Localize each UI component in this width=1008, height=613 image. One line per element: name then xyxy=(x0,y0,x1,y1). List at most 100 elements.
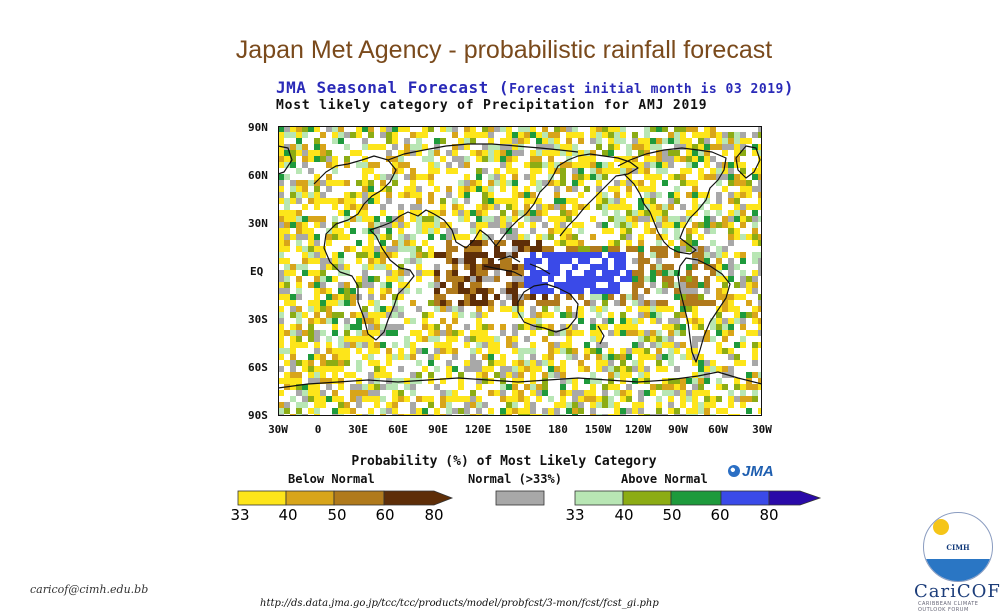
probability-cell xyxy=(572,378,578,384)
probability-cell xyxy=(710,174,716,180)
probability-cell xyxy=(608,144,614,150)
probability-cell xyxy=(650,342,656,348)
probability-cell xyxy=(476,156,482,162)
probability-cell xyxy=(626,156,632,162)
probability-cell xyxy=(518,366,524,372)
probability-cell xyxy=(518,312,524,318)
probability-cell xyxy=(494,222,500,228)
probability-cell xyxy=(284,300,290,306)
probability-cell xyxy=(698,384,704,390)
probability-cell xyxy=(536,132,542,138)
probability-cell xyxy=(476,288,482,294)
probability-cell xyxy=(416,348,422,354)
lon-label: 60E xyxy=(388,423,408,436)
probability-cell xyxy=(506,252,512,258)
probability-cell xyxy=(674,330,680,336)
probability-cell xyxy=(332,330,338,336)
probability-cell xyxy=(704,222,710,228)
probability-cell xyxy=(584,186,590,192)
probability-cell xyxy=(374,216,380,222)
probability-cell xyxy=(404,396,410,402)
probability-cell xyxy=(458,216,464,222)
probability-cell xyxy=(404,174,410,180)
probability-cell xyxy=(296,282,302,288)
probability-cell xyxy=(578,330,584,336)
probability-cell xyxy=(548,132,554,138)
probability-cell xyxy=(506,198,512,204)
probability-cell xyxy=(698,132,704,138)
probability-cell xyxy=(458,276,464,282)
probability-cell xyxy=(314,342,320,348)
probability-cell xyxy=(758,144,762,150)
probability-cell xyxy=(368,216,374,222)
probability-cell xyxy=(476,360,482,366)
probability-cell xyxy=(278,288,284,294)
probability-cell xyxy=(386,246,392,252)
probability-cell xyxy=(374,258,380,264)
probability-cell xyxy=(398,348,404,354)
probability-cell xyxy=(476,372,482,378)
probability-cell xyxy=(548,300,554,306)
probability-cell xyxy=(644,216,650,222)
probability-cell xyxy=(356,276,362,282)
probability-cell xyxy=(356,396,362,402)
probability-cell xyxy=(752,348,758,354)
probability-cell xyxy=(554,330,560,336)
probability-cell xyxy=(494,372,500,378)
probability-cell xyxy=(284,330,290,336)
probability-cell xyxy=(608,126,614,132)
probability-cell xyxy=(650,198,656,204)
probability-cell xyxy=(722,408,728,414)
probability-cell xyxy=(752,306,758,312)
probability-cell xyxy=(716,330,722,336)
probability-cell xyxy=(698,174,704,180)
probability-cell xyxy=(566,306,572,312)
probability-cell xyxy=(500,162,506,168)
probability-cell xyxy=(386,354,392,360)
probability-cell xyxy=(518,282,524,288)
probability-cell xyxy=(644,126,650,132)
probability-cell xyxy=(320,132,326,138)
probability-cell xyxy=(476,132,482,138)
probability-cell xyxy=(344,144,350,150)
probability-cell xyxy=(662,126,668,132)
probability-cell xyxy=(542,144,548,150)
probability-cell xyxy=(512,402,518,408)
probability-cell xyxy=(476,396,482,402)
probability-cell xyxy=(446,270,452,276)
probability-cell xyxy=(422,132,428,138)
probability-cell xyxy=(404,234,410,240)
probability-cell xyxy=(686,162,692,168)
probability-cell xyxy=(632,162,638,168)
probability-cell xyxy=(542,138,548,144)
probability-cell xyxy=(530,192,536,198)
probability-cell xyxy=(440,306,446,312)
probability-cell xyxy=(650,228,656,234)
probability-cell xyxy=(536,246,542,252)
probability-cell xyxy=(662,354,668,360)
probability-cell xyxy=(482,294,488,300)
probability-cell xyxy=(602,306,608,312)
probability-cell xyxy=(620,324,626,330)
probability-cell xyxy=(668,324,674,330)
probability-cell xyxy=(332,156,338,162)
probability-cell xyxy=(314,300,320,306)
probability-cell xyxy=(668,384,674,390)
probability-cell xyxy=(434,162,440,168)
probability-cell xyxy=(734,156,740,162)
probability-cell xyxy=(518,408,524,414)
probability-cell xyxy=(566,252,572,258)
probability-cell xyxy=(338,348,344,354)
probability-cell xyxy=(566,378,572,384)
probability-cell xyxy=(560,360,566,366)
probability-cell xyxy=(284,228,290,234)
probability-cell xyxy=(404,222,410,228)
probability-cell xyxy=(476,174,482,180)
probability-cell xyxy=(656,234,662,240)
probability-cell xyxy=(398,150,404,156)
probability-cell xyxy=(578,174,584,180)
probability-cell xyxy=(692,402,698,408)
probability-cell xyxy=(698,150,704,156)
probability-cell xyxy=(446,336,452,342)
probability-cell xyxy=(632,138,638,144)
